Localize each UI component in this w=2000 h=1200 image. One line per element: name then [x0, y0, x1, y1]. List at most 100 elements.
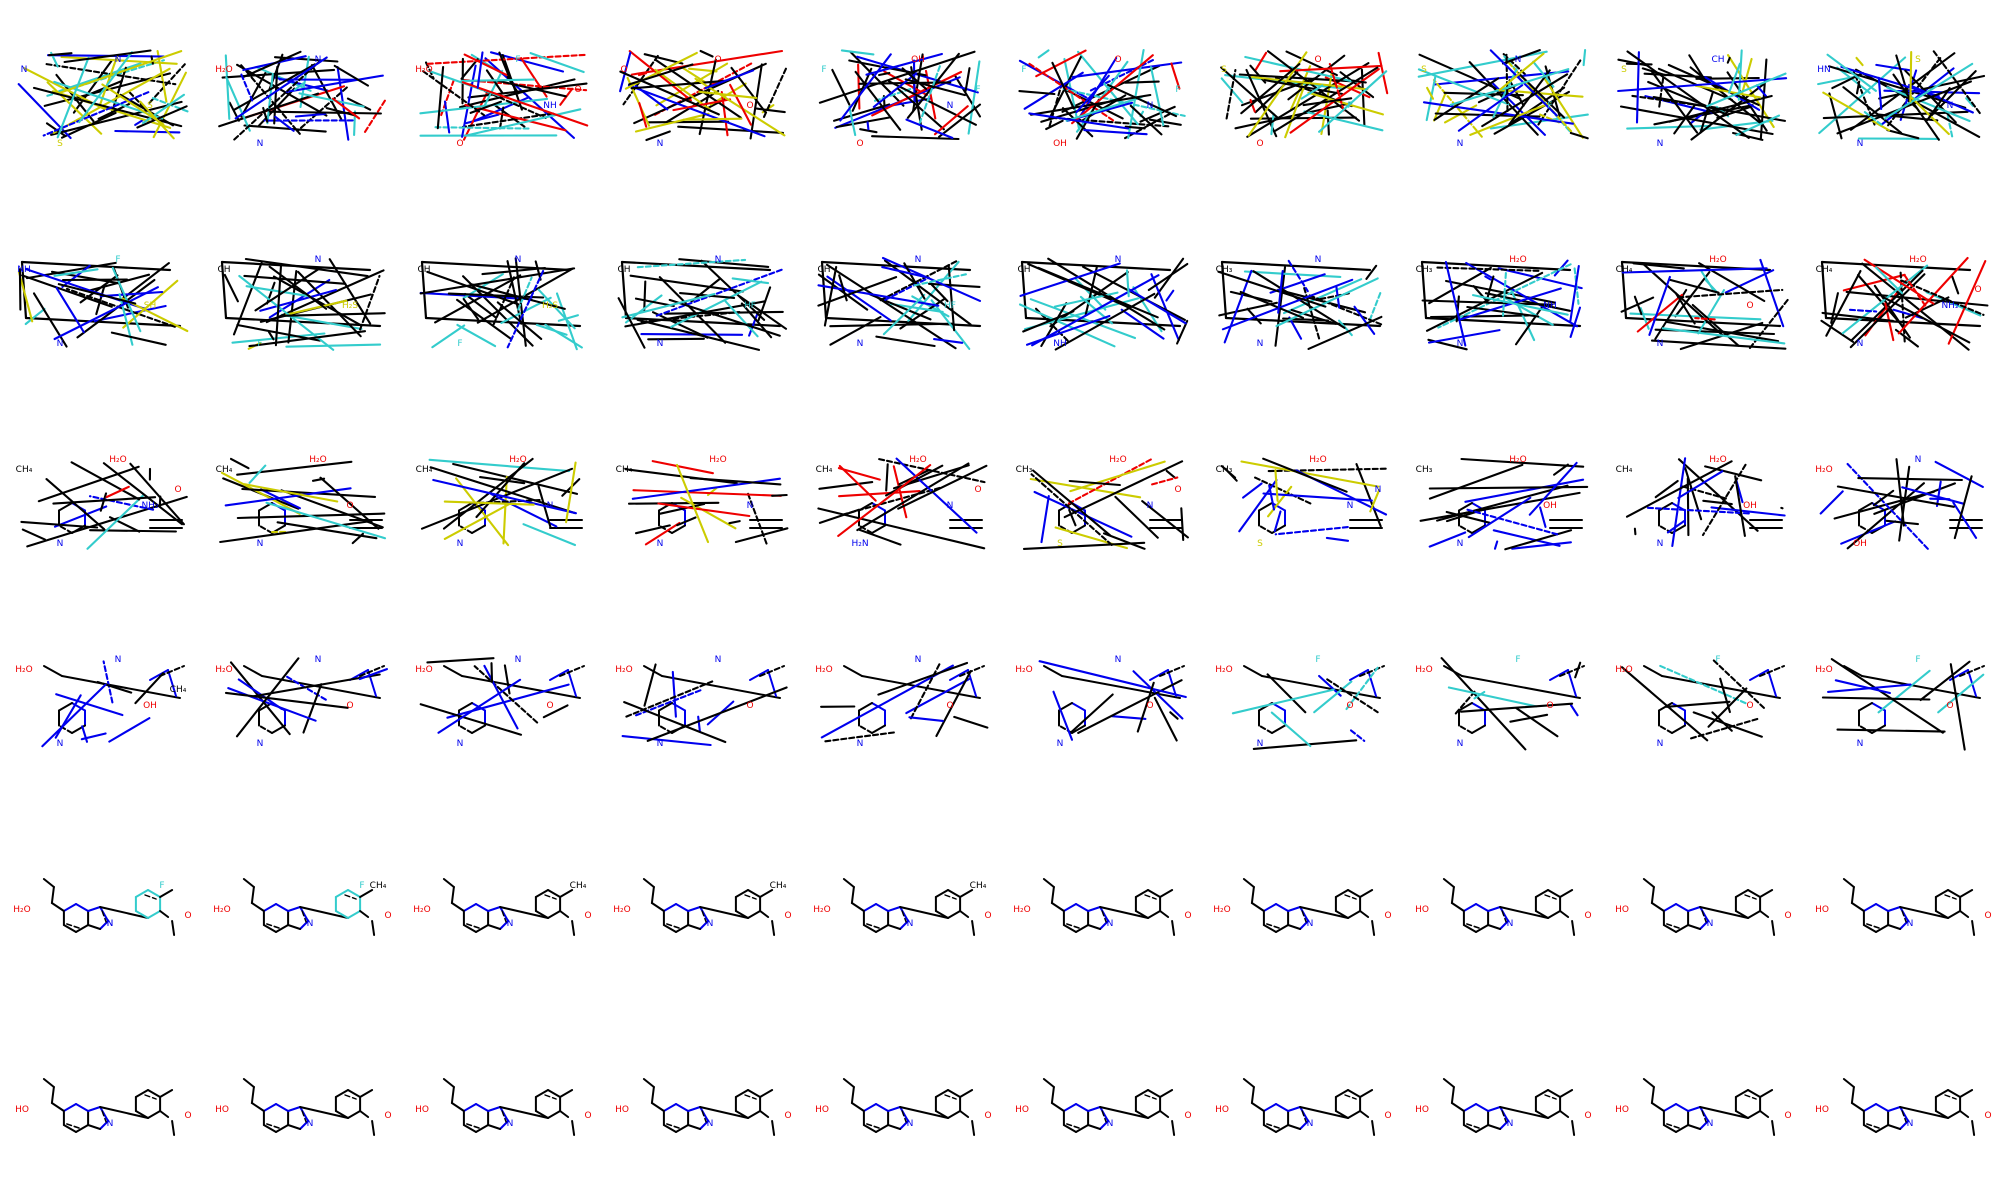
- bond-line: [621, 292, 716, 319]
- bond-line: [319, 476, 380, 530]
- bond-line: [850, 1102, 865, 1112]
- bond-line: [1029, 298, 1137, 340]
- bond-line: [171, 920, 176, 936]
- bond-line: [1127, 288, 1187, 325]
- bond-line: [1050, 902, 1065, 912]
- bond-line: [1511, 541, 1572, 550]
- bond-line: [1571, 920, 1576, 936]
- bond-line: [1307, 293, 1383, 326]
- atom-label: OH: [1053, 139, 1067, 149]
- bond-line: [837, 467, 881, 481]
- bond-line: [422, 70, 486, 117]
- bond-line: [1301, 1110, 1307, 1123]
- bond-line: [266, 1123, 280, 1129]
- bond-line: [642, 878, 655, 888]
- bond-line: [1582, 48, 1587, 67]
- atom-label: O: [184, 1111, 191, 1121]
- bond-line: [1862, 903, 1877, 912]
- atom-label: N: [1315, 255, 1322, 265]
- bond-line: [1428, 485, 1589, 490]
- bond-line: [1347, 889, 1362, 898]
- bond-line: [1149, 66, 1165, 127]
- bond-line: [1442, 1078, 1455, 1088]
- atom-label: HO: [1815, 1105, 1829, 1115]
- atom-label: OH: [1743, 501, 1757, 511]
- bond-line: [460, 58, 479, 80]
- bond-line: [358, 668, 388, 681]
- bond-line: [460, 78, 535, 82]
- bond-line: [1220, 260, 1228, 320]
- bond-line: [59, 50, 183, 94]
- bond-line: [1226, 470, 1238, 482]
- bond-line: [70, 461, 141, 501]
- bond-line: [1022, 310, 1075, 333]
- bond-line: [1875, 63, 1912, 72]
- atom-label: O: [1546, 701, 1553, 711]
- bond-line: [1747, 1089, 1762, 1098]
- bond-line: [487, 1106, 502, 1112]
- bond-line: [1347, 910, 1362, 919]
- bond-line: [299, 1106, 310, 1122]
- bond-line: [20, 520, 99, 529]
- bond-line: [1620, 260, 1628, 320]
- bond-line: [1132, 670, 1184, 720]
- bond-line: [58, 524, 73, 534]
- bond-line: [1037, 49, 1050, 59]
- atom-label: O: [1974, 285, 1981, 295]
- bond-line: [1344, 894, 1357, 900]
- molecule-panel-53: HO N O: [415, 1078, 592, 1136]
- bond-line: [110, 331, 167, 346]
- bond-line: [419, 291, 533, 301]
- bond-line: [101, 910, 107, 923]
- bond-line: [887, 924, 902, 930]
- bond-line: [964, 67, 971, 93]
- atom-label: H₂O: [215, 665, 232, 675]
- bond-line: [43, 665, 63, 677]
- bond-line: [1821, 696, 1931, 701]
- bond-line: [567, 669, 577, 697]
- bond-line: [268, 265, 328, 310]
- bond-line: [843, 665, 863, 677]
- bond-line: [1498, 293, 1554, 326]
- bond-line: [1299, 1106, 1349, 1119]
- bond-line: [241, 487, 377, 498]
- bond-line: [1275, 903, 1290, 912]
- bond-line: [1444, 260, 1467, 347]
- bond-line: [1220, 66, 1280, 120]
- atom-label: N: [257, 139, 264, 149]
- atom-label: F: [359, 881, 364, 891]
- bond-line: [1935, 480, 1942, 508]
- bond-line: [680, 496, 737, 530]
- bond-line: [671, 524, 686, 534]
- bond-line: [1675, 1103, 1690, 1112]
- bond-line: [899, 920, 910, 930]
- atom-label: O: [1746, 701, 1753, 711]
- bond-line: [1271, 502, 1286, 512]
- atom-label: N: [915, 255, 922, 265]
- bond-line: [250, 886, 255, 904]
- bond-line: [1858, 702, 1873, 712]
- atom-label: CH₃: [1016, 465, 1033, 475]
- atom-label: N: [1657, 539, 1664, 549]
- bond-line: [646, 686, 788, 742]
- atom-label: N: [907, 1119, 914, 1129]
- bond-line: [144, 894, 157, 900]
- bond-line: [262, 1103, 277, 1112]
- bond-line: [1050, 1102, 1065, 1112]
- bond-line: [759, 665, 785, 677]
- bond-line: [1275, 1124, 1290, 1133]
- bond-line: [87, 1124, 102, 1130]
- bond-line: [248, 464, 267, 484]
- bond-line: [1147, 889, 1162, 898]
- bond-line: [426, 657, 495, 664]
- bond-line: [1827, 683, 1912, 693]
- atom-label: O: [346, 701, 353, 711]
- bond-line: [359, 1110, 370, 1118]
- bond-line: [1320, 71, 1333, 136]
- bond-line: [134, 1089, 149, 1098]
- bond-line: [1249, 64, 1267, 84]
- bond-line: [1288, 316, 1303, 340]
- bond-line: [158, 495, 162, 508]
- molecule-panel-30: H₂O N OH: [1815, 455, 1984, 550]
- bond-line: [666, 923, 680, 929]
